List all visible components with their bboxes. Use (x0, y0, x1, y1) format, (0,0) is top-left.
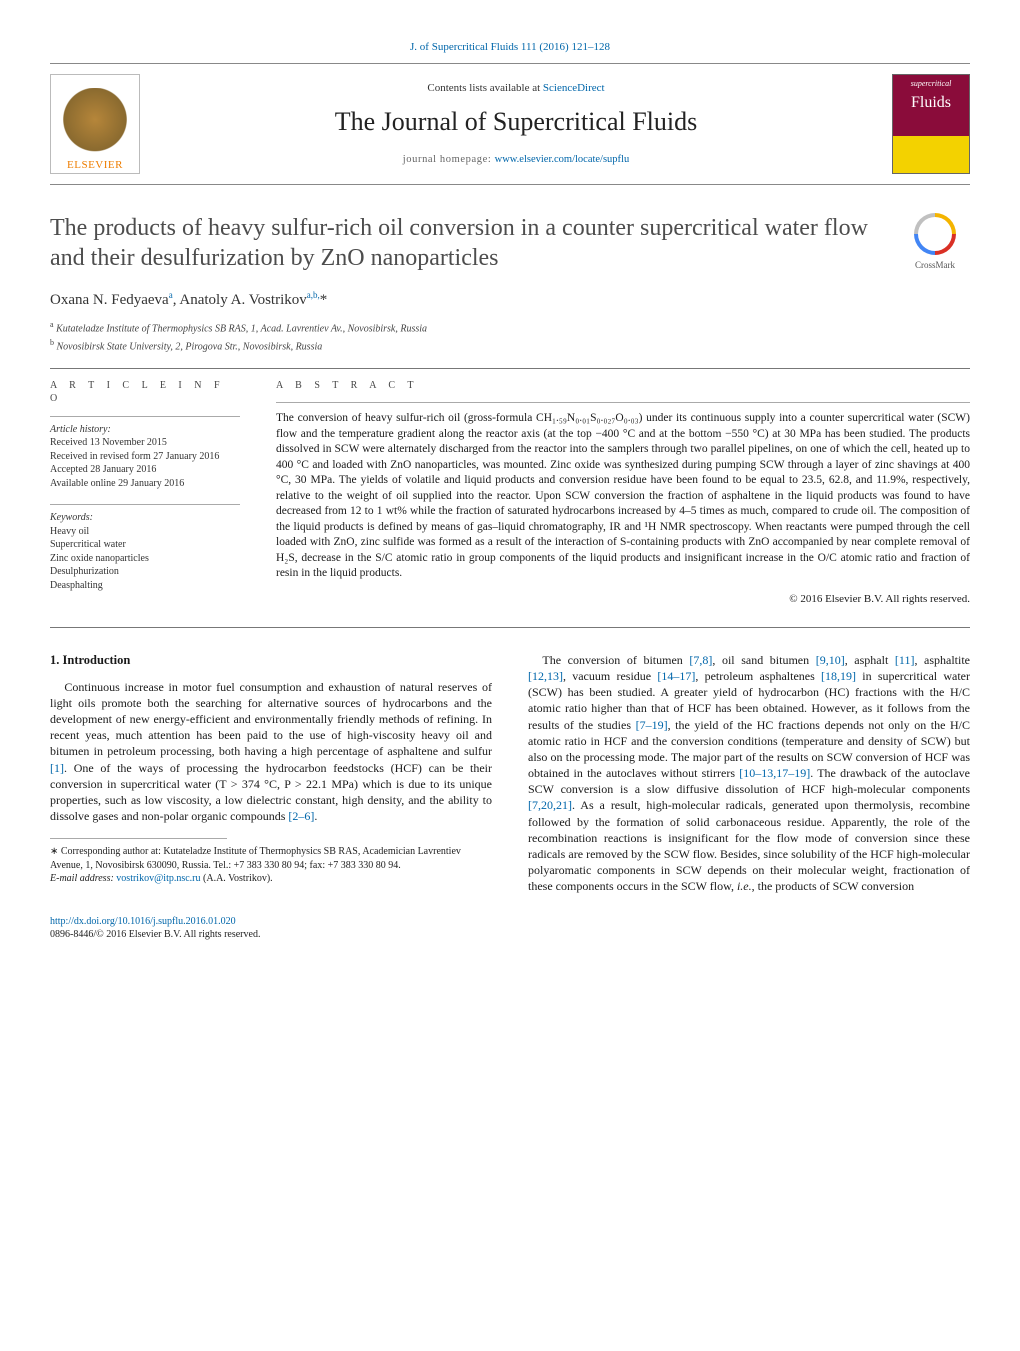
keyword: Desulphurization (50, 565, 240, 579)
sciencedirect-link[interactable]: ScienceDirect (543, 82, 605, 94)
corresponding-author-note: ∗ Corresponding author at: Kutateladze I… (50, 845, 492, 872)
ref-link[interactable]: [10–13,17–19] (739, 766, 810, 780)
body-columns: 1. Introduction Continuous increase in m… (50, 652, 970, 895)
abstract-heading: a b s t r a c t (276, 379, 970, 393)
history-line: Received 13 November 2015 (50, 436, 240, 450)
rights-line: 0896-8446/© 2016 Elsevier B.V. All right… (50, 928, 970, 942)
contents-prefix: Contents lists available at (427, 82, 542, 94)
corr-label: ∗ Corresponding author at: (50, 846, 163, 857)
elsevier-logo: ELSEVIER (50, 74, 140, 174)
journal-name: The Journal of Supercritical Fluids (160, 104, 872, 139)
article-info-heading: a r t i c l e i n f o (50, 379, 240, 406)
keyword: Heavy oil (50, 525, 240, 539)
citation-text[interactable]: J. of Supercritical Fluids 111 (2016) 12… (410, 41, 610, 53)
crossmark-label: CrossMark (915, 259, 955, 271)
title-row: The products of heavy sulfur-rich oil co… (50, 213, 970, 273)
keywords-block: Keywords: Heavy oilSupercritical waterZi… (50, 511, 240, 592)
affiliation: a Kutateladze Institute of Thermophysics… (50, 320, 970, 336)
ref-link[interactable]: [18,19] (821, 669, 856, 683)
ref-link[interactable]: [2–6] (288, 809, 314, 823)
journal-header: ELSEVIER Contents lists available at Sci… (50, 63, 970, 185)
keywords-label: Keywords: (50, 511, 240, 525)
history-line: Available online 29 January 2016 (50, 477, 240, 491)
ref-link[interactable]: [7,8] (689, 653, 712, 667)
crossmark-icon (914, 213, 956, 255)
history-label: Article history: (50, 423, 240, 437)
rule-above-info (50, 368, 970, 369)
info-abstract-row: a r t i c l e i n f o Article history: R… (50, 379, 970, 607)
email-link[interactable]: vostrikov@itp.nsc.ru (116, 873, 200, 884)
homepage-line: journal homepage: www.elsevier.com/locat… (160, 153, 872, 167)
email-note: E-mail address: vostrikov@itp.nsc.ru (A.… (50, 872, 492, 886)
ref-link[interactable]: [1] (50, 761, 64, 775)
keyword: Zinc oxide nanoparticles (50, 552, 240, 566)
article-info: a r t i c l e i n f o Article history: R… (50, 379, 240, 607)
ref-link[interactable]: [9,10] (816, 653, 845, 667)
section-heading: 1. Introduction (50, 652, 492, 669)
doi-line: http://dx.doi.org/10.1016/j.supflu.2016.… (50, 915, 970, 929)
ref-link[interactable]: [14–17] (657, 669, 695, 683)
paper-title: The products of heavy sulfur-rich oil co… (50, 213, 880, 273)
cover-top-text: supercritical (911, 79, 952, 90)
abstract-copyright: © 2016 Elsevier B.V. All rights reserved… (276, 592, 970, 607)
abstract: a b s t r a c t The conversion of heavy … (276, 379, 970, 607)
article-history: Article history: Received 13 November 20… (50, 423, 240, 491)
paragraph-1: Continuous increase in motor fuel consum… (50, 679, 492, 825)
ref-link[interactable]: [12,13] (528, 669, 563, 683)
journal-cover-thumb: supercritical Fluids (892, 74, 970, 174)
homepage-url[interactable]: www.elsevier.com/locate/supflu (495, 154, 630, 165)
footnote-separator (50, 838, 227, 839)
email-label: E-mail address: (50, 873, 116, 884)
ref-link[interactable]: [7–19] (636, 718, 668, 732)
header-center: Contents lists available at ScienceDirec… (160, 81, 872, 167)
abstract-text: The conversion of heavy sulfur-rich oil … (276, 411, 970, 582)
homepage-prefix: journal homepage: (403, 154, 495, 165)
affiliation: b Novosibirsk State University, 2, Pirog… (50, 338, 970, 354)
elsevier-tree-icon (60, 88, 130, 158)
keyword: Supercritical water (50, 538, 240, 552)
history-line: Received in revised form 27 January 2016 (50, 450, 240, 464)
affiliations-block: a Kutateladze Institute of Thermophysics… (50, 320, 970, 354)
contents-line: Contents lists available at ScienceDirec… (160, 81, 872, 96)
ref-link[interactable]: [7,20,21] (528, 798, 572, 812)
citation-line: J. of Supercritical Fluids 111 (2016) 12… (50, 40, 970, 55)
section-title-text: Introduction (63, 653, 131, 667)
italic-text: i.e. (737, 879, 752, 893)
authors: Oxana N. Fedyaevaa, Anatoly A. Vostrikov… (50, 289, 970, 310)
email-who: (A.A. Vostrikov). (201, 873, 273, 884)
cover-big-text: Fluids (911, 92, 951, 114)
doi-link[interactable]: http://dx.doi.org/10.1016/j.supflu.2016.… (50, 916, 236, 927)
ref-link[interactable]: [11] (895, 653, 915, 667)
paragraph-2: The conversion of bitumen [7,8], oil san… (528, 652, 970, 895)
keyword: Deasphalting (50, 579, 240, 593)
crossmark-badge[interactable]: CrossMark (900, 213, 970, 271)
rule-below-abstract (50, 627, 970, 628)
publisher-name: ELSEVIER (67, 158, 123, 173)
history-line: Accepted 28 January 2016 (50, 463, 240, 477)
section-number: 1. (50, 653, 59, 667)
